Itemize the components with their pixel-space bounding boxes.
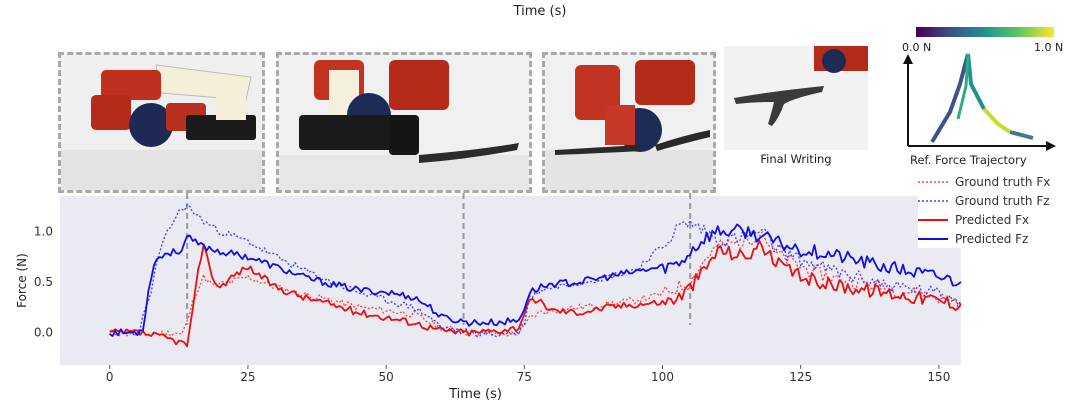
x-tick-label: 25 (240, 370, 255, 384)
ref-trajectory-segment-3 (982, 107, 1012, 134)
legend-swatch-pred-fz (918, 237, 948, 240)
photo-writing-stroke (542, 52, 716, 193)
colorbar-min-label: 0.0 N (902, 41, 931, 54)
ref-force-trajectory-plot: 0.0 N 1.0 N Ref. Force Trajectory (902, 27, 1063, 167)
photo-final-writing (724, 46, 868, 150)
final-writing-illustration (724, 46, 868, 150)
ref-trajectory-segment-2 (966, 53, 986, 110)
y-tick-label: 1.0 (34, 224, 53, 238)
legend-label-gt-fz: Ground truth Fz (955, 193, 1050, 208)
writing-stroke-illustration (545, 55, 713, 190)
inset-x-arrow (1046, 141, 1056, 151)
ref-trajectory-segment-4 (1009, 130, 1034, 140)
ref-trajectory-segment-1 (930, 53, 970, 144)
legend-label-gt-fx: Ground truth Fx (955, 174, 1051, 189)
legend: Ground truth Fx Ground truth Fz Predicte… (918, 172, 1051, 248)
x-tick-label: 125 (789, 370, 812, 384)
ref-force-title: Ref. Force Trajectory (910, 153, 1027, 167)
inset-y-arrow (903, 54, 913, 64)
legend-item-pred-fx: Predicted Fx (918, 210, 1050, 229)
series-line-3 (109, 239, 962, 348)
y-tick-label: 0.5 (34, 275, 53, 289)
series-line-2 (109, 204, 962, 338)
x-tick-label: 100 (651, 370, 674, 384)
series-line-1 (109, 231, 962, 337)
ref-trajectory-segment-5 (956, 53, 970, 120)
ref-force-inset: 0.0 N 1.0 N Ref. Force Trajectory (888, 24, 1080, 170)
x-tick-label: 0 (106, 370, 114, 384)
series-line-4 (109, 223, 962, 338)
x-tick-label: 75 (517, 370, 532, 384)
x-axis-label: Time (s) (448, 387, 502, 402)
x-tick-label: 50 (378, 370, 393, 384)
legend-swatch-gt-fz (918, 199, 948, 202)
top-axis-title: Time (s) (513, 4, 567, 19)
y-axis-label: Force (N) (15, 253, 29, 308)
plot-area (60, 196, 961, 365)
legend-label-pred-fx: Predicted Fx (955, 212, 1030, 227)
legend-swatch-gt-fx (918, 180, 948, 183)
y-tick-label: 0.0 (34, 326, 53, 340)
colorbar-max-label: 1.0 N (1034, 41, 1063, 54)
final-writing-caption: Final Writing (760, 152, 832, 166)
legend-item-pred-fz: Predicted Fz (918, 229, 1050, 248)
pen-down-illustration (279, 55, 529, 190)
legend-item-gt-fx: Ground truth Fx (918, 172, 1050, 191)
robot-grasp-illustration (61, 55, 262, 190)
photo-robot-grasp (58, 52, 265, 193)
legend-item-gt-fz: Ground truth Fz (918, 191, 1050, 210)
photo-pen-down (276, 52, 532, 193)
legend-swatch-pred-fx (918, 218, 948, 221)
colorbar (916, 27, 1054, 37)
x-tick-label: 150 (927, 370, 950, 384)
legend-label-pred-fz: Predicted Fz (955, 231, 1029, 246)
